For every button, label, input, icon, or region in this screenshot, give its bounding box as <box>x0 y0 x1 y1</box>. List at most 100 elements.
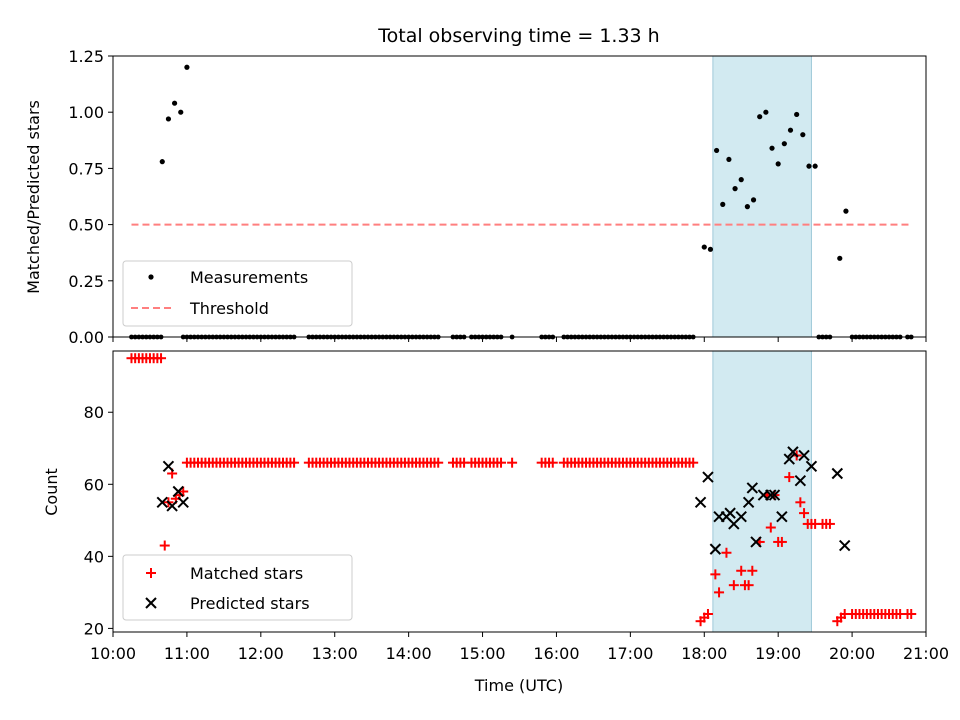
legend-threshold-label: Threshold <box>189 299 269 318</box>
top-y-tick-label: 0.00 <box>68 328 104 347</box>
bottom-predicted-stars-point <box>750 536 762 548</box>
top-y-tick-label: 0.25 <box>68 272 104 291</box>
top-measurements-point <box>171 100 178 106</box>
bottom-matched-stars-point <box>156 353 167 364</box>
top-legend-frame <box>122 260 353 327</box>
top-measurements-point <box>713 147 720 154</box>
bottom-predicted-stars-point <box>768 489 781 501</box>
bottom-predicted-stars-point <box>177 496 189 509</box>
bottom-x-tick-label: 15:00 <box>459 644 505 663</box>
bottom-matched-stars-point <box>507 457 518 468</box>
top-measurements-point <box>750 197 757 203</box>
top-measurements-point <box>806 163 812 169</box>
bottom-predicted-stars-point <box>735 511 747 523</box>
bottom-matched-stars-point <box>159 540 170 551</box>
bottom-predicted-stars-point <box>746 482 759 494</box>
top-y-axis-label: Matched/Predicted stars <box>24 100 43 294</box>
bottom-x-tick-label: 17:00 <box>607 644 653 663</box>
top-plot-area: 0.00 0.25 0.50 0.75 1.00 1.25 <box>68 47 927 347</box>
bottom-x-tick-label: 21:00 <box>903 644 949 663</box>
top-measurements-point <box>720 201 726 207</box>
top-measurements-point <box>738 177 744 183</box>
top-measurements-point <box>732 186 738 192</box>
top-axes-frame <box>112 55 927 338</box>
bottom-matched-stars-point <box>714 587 725 598</box>
top-measurements-point <box>184 64 190 70</box>
top-measurements-point <box>757 114 763 120</box>
top-measurements-point <box>165 116 172 122</box>
top-shaded-band <box>712 55 812 338</box>
bottom-legend: Matched stars Predicted stars <box>122 554 353 621</box>
bottom-x-tick-label: 11:00 <box>164 644 210 663</box>
bottom-matched-stars-point <box>824 518 835 529</box>
bottom-x-tick-label: 10:00 <box>90 644 136 663</box>
bottom-predicted-stars-point <box>724 507 736 519</box>
bottom-matched-stars-point <box>688 457 699 468</box>
top-measurements-point <box>159 159 165 165</box>
bottom-predicted-stars-point <box>166 500 178 512</box>
bottom-predicted-stars-point <box>742 496 755 509</box>
bottom-predicted-stars-point <box>162 460 175 472</box>
top-legend: Measurements Threshold <box>122 260 353 327</box>
bottom-predicted-stars-point <box>798 449 810 462</box>
bottom-matched-stars-point <box>728 580 739 591</box>
bottom-predicted-stars-point <box>776 511 788 523</box>
chart-title: Total observing time = 1.33 h <box>377 25 659 47</box>
bottom-x-tick-label: 13:00 <box>312 644 358 663</box>
bottom-matched-stars-point <box>799 508 810 519</box>
bottom-matched-stars-point <box>743 580 754 591</box>
bottom-x-tick-label: 18:00 <box>681 644 727 663</box>
legend-measurements-label: Measurements <box>190 268 308 287</box>
bottom-predicted-stars-point <box>838 539 851 552</box>
top-measurements-point <box>701 244 707 250</box>
legend-predicted-label: Predicted stars <box>190 594 310 613</box>
bottom-matched-stars-point <box>433 457 444 468</box>
top-measurements-point <box>707 246 714 252</box>
bottom-matched-stars-point <box>765 522 776 533</box>
bottom-y-axis-label: Count <box>42 468 61 516</box>
top-measurements-point <box>781 141 787 147</box>
top-y-tick-label: 0.50 <box>68 216 104 235</box>
bottom-x-tick-label: 12:00 <box>238 644 284 663</box>
bottom-predicted-stars-point <box>765 489 777 501</box>
top-measurements-point <box>787 127 794 133</box>
bottom-predicted-stars-point <box>702 471 714 483</box>
bottom-x-tick-label: 19:00 <box>755 644 801 663</box>
bottom-matched-stars-point <box>776 536 787 547</box>
bottom-matched-stars-point <box>178 486 189 497</box>
bottom-predicted-stars-point <box>787 446 799 458</box>
top-measurements-point <box>775 161 781 167</box>
bottom-shaded-band <box>712 350 812 633</box>
bottom-legend-frame <box>122 554 353 621</box>
bottom-x-tick-label: 14:00 <box>386 644 432 663</box>
bottom-y-tick-label: 80 <box>84 403 104 422</box>
bottom-matched-stars-point <box>496 457 507 468</box>
bottom-matched-stars-point <box>289 457 300 468</box>
top-measurements-point <box>843 208 849 214</box>
top-measurements-point <box>769 145 775 151</box>
bottom-predicted-stars-point <box>794 474 807 487</box>
top-measurements-point <box>726 156 732 163</box>
bottom-predicted-stars-point <box>156 496 168 509</box>
bottom-predicted-stars-point <box>831 467 844 480</box>
bottom-y-tick-label: 40 <box>84 547 104 566</box>
top-measurements-point <box>763 109 769 115</box>
bottom-matched-stars-point <box>702 608 713 619</box>
legend-measurements-marker <box>148 274 154 280</box>
bottom-x-tick-label: 16:00 <box>533 644 579 663</box>
bottom-x-tick-label: 20:00 <box>829 644 875 663</box>
bottom-matched-stars-point <box>795 497 806 508</box>
bottom-plot-area: 20 40 60 80 10:00 11:00 12:00 13:00 14:00 15:00 16… <box>84 350 949 663</box>
bottom-y-tick-label: 60 <box>84 475 104 494</box>
bottom-matched-stars-point <box>547 457 558 468</box>
bottom-predicted-stars-point <box>783 453 795 465</box>
bottom-y-tick-label: 20 <box>84 619 104 638</box>
bottom-predicted-stars-point <box>694 496 707 509</box>
x-axis-label: Time (UTC) <box>474 676 563 695</box>
legend-matched-marker <box>146 568 156 578</box>
top-measurements-point <box>744 204 750 210</box>
bottom-matched-stars-point <box>747 565 758 576</box>
top-measurements-point <box>178 109 184 115</box>
bottom-matched-stars-point <box>906 608 917 619</box>
